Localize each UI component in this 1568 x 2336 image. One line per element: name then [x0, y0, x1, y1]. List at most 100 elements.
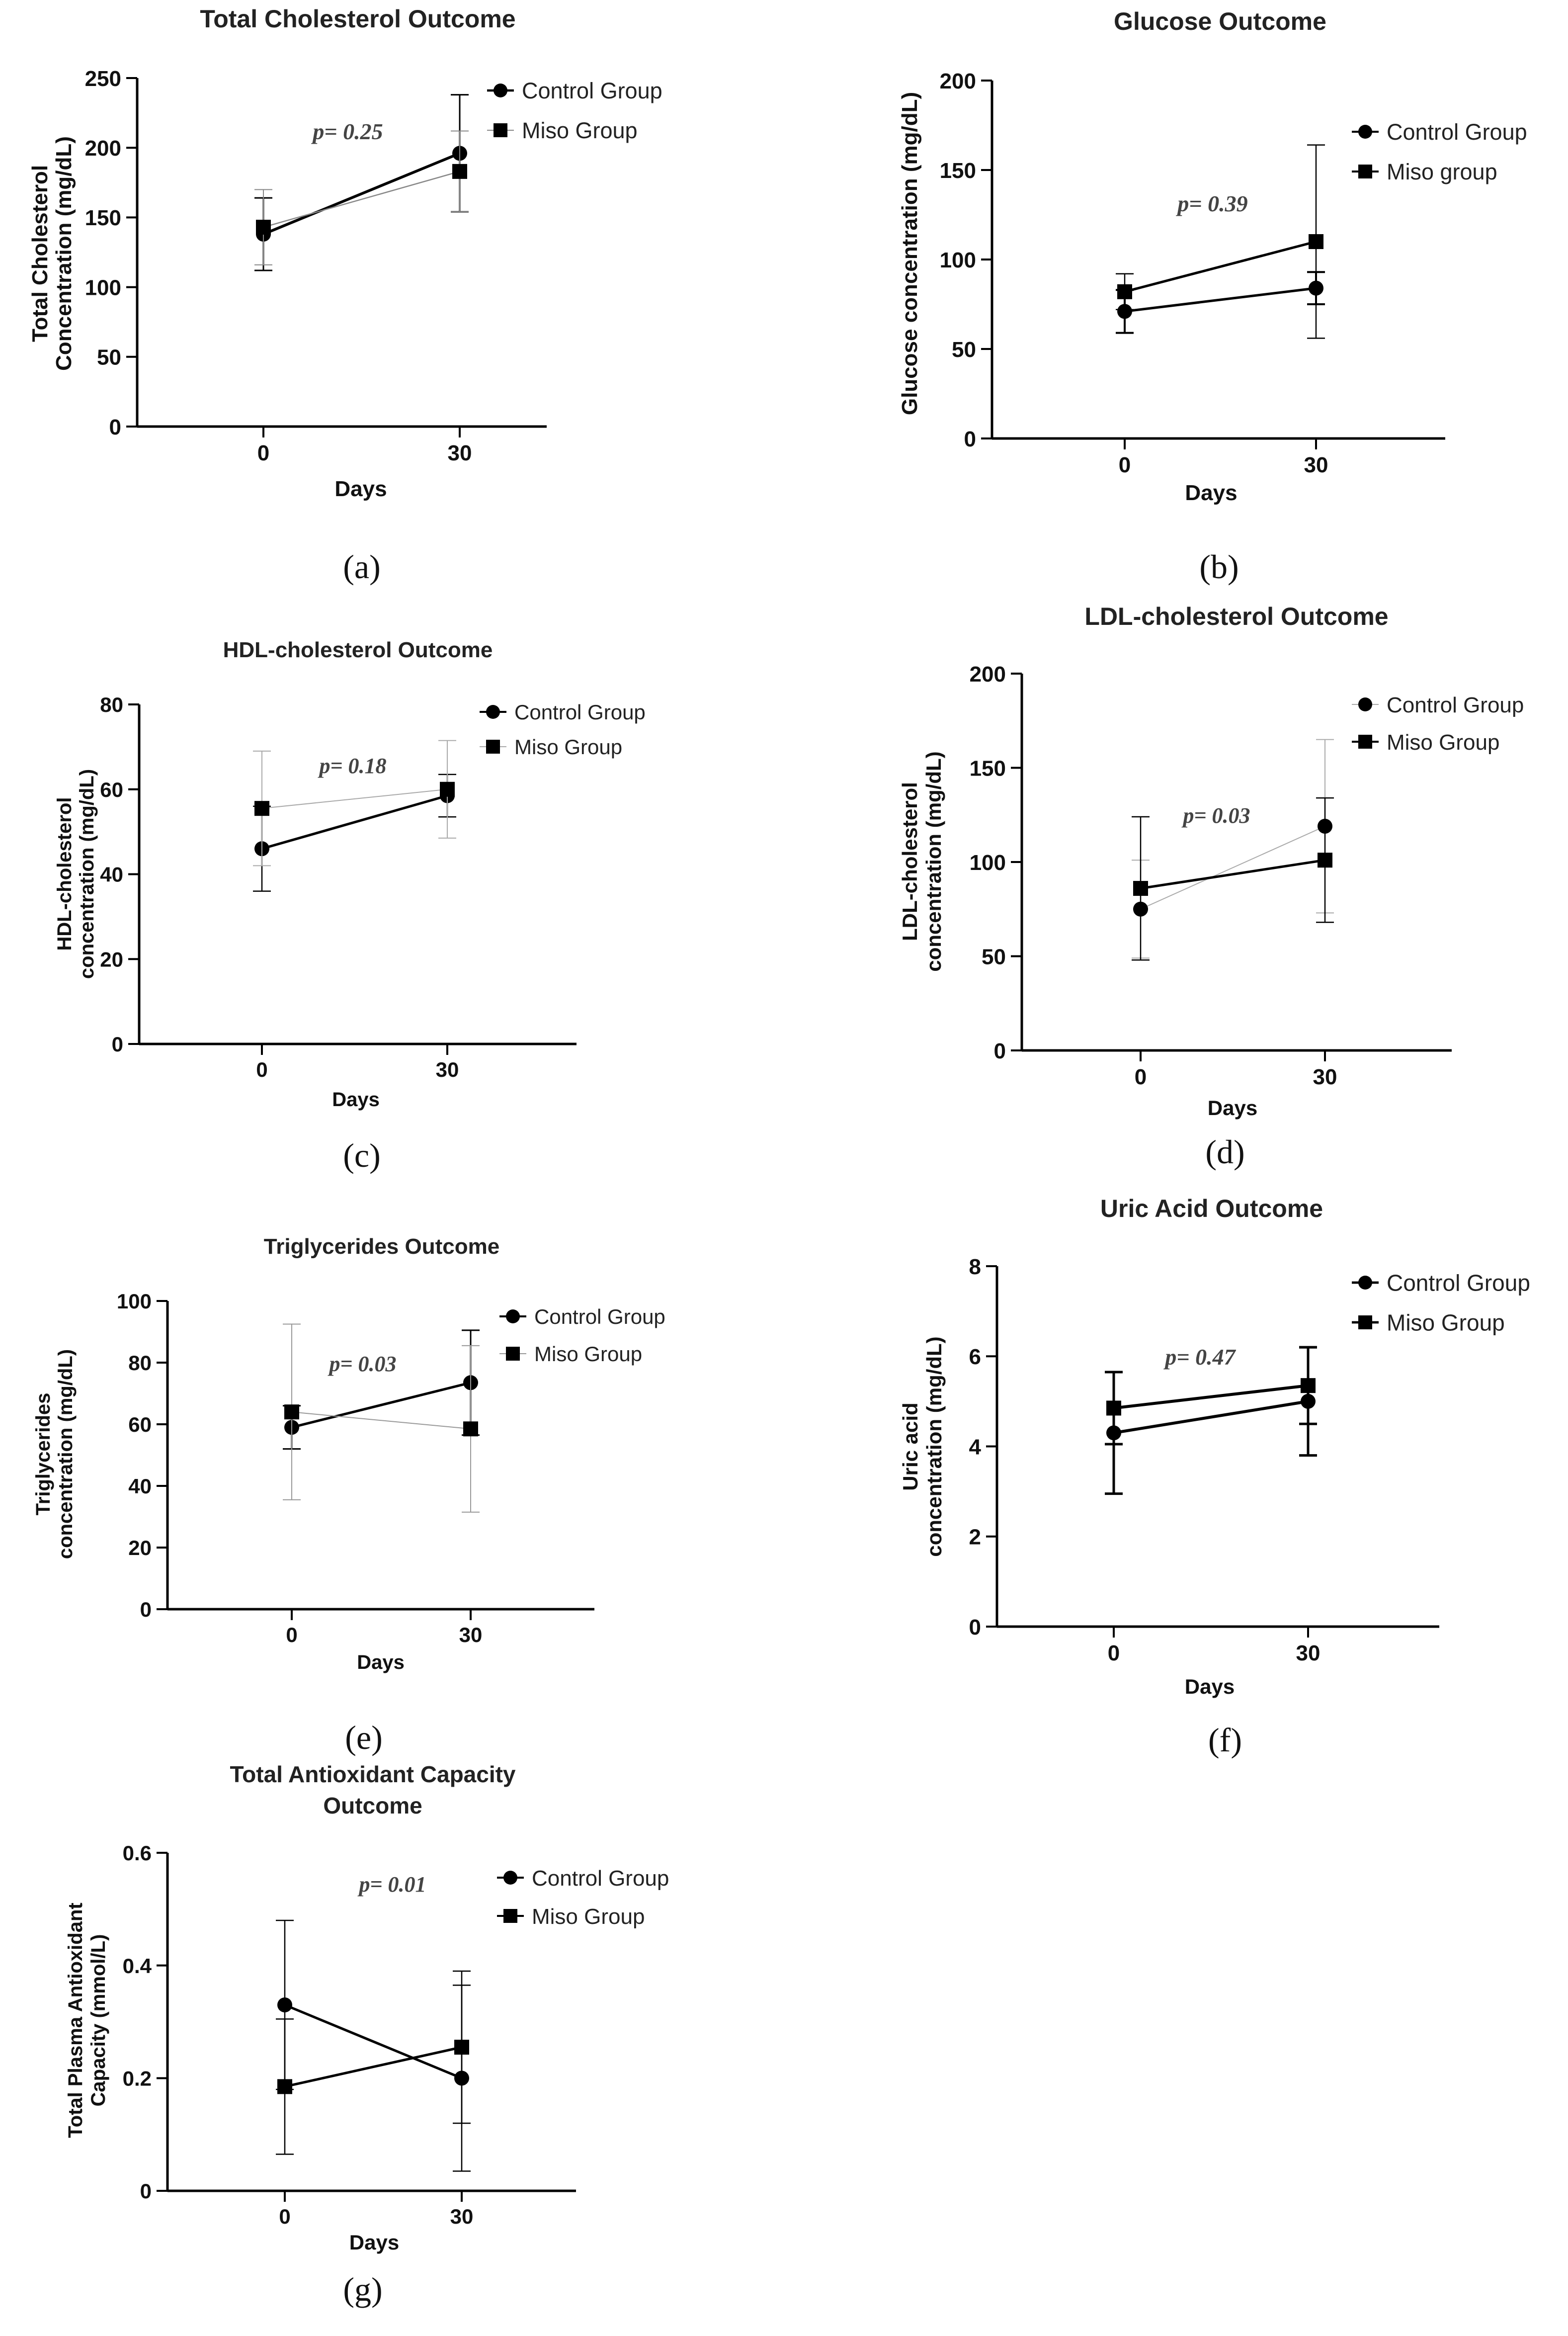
series-line: [263, 171, 460, 228]
legend-label: Control Group: [534, 1305, 665, 1328]
panel-label: (g): [343, 2270, 382, 2308]
x-tick-label: 0: [286, 1623, 297, 1646]
chart-title-line: Triglycerides Outcome: [264, 1234, 499, 1259]
y-tick-label: 150: [85, 206, 121, 230]
series-miso: [1116, 144, 1325, 339]
series-line: [1124, 287, 1317, 313]
series-line: [284, 2003, 462, 2079]
x-axis-label: Days: [1185, 1675, 1235, 1698]
legend-marker: [506, 1347, 520, 1361]
chart-panel-f: Uric Acid Outcome 0 2 4 6 8 0 30 Days Uric acidco…: [899, 1195, 1530, 1759]
x-tick-label: 30: [1313, 1065, 1337, 1089]
y-axis-label: LDL-cholesterolconcentration (mg/dL): [898, 751, 945, 971]
y-tick-label: 20: [100, 948, 123, 971]
y-axis-label-line: Uric acid: [899, 1402, 922, 1490]
data-point: [463, 1421, 478, 1437]
series-miso: [253, 740, 456, 866]
x-tick-label: 0: [1135, 1065, 1147, 1089]
y-tick-label: 100: [970, 851, 1006, 875]
legend-marker: [494, 84, 507, 97]
legend-label: Miso group: [1387, 159, 1497, 184]
chart-panel-c: HDL-cholesterol Outcome 0 20 40 60 80 0 30 Days H…: [54, 638, 646, 1174]
p-value-annotation: p= 0.03: [1181, 803, 1250, 828]
chart-title: Triglycerides Outcome: [264, 1234, 499, 1259]
legend-marker: [503, 1871, 517, 1885]
p-value-annotation: p= 0.01: [357, 1872, 426, 1897]
y-axis-label-line: concentration (mg/dL): [922, 1336, 946, 1557]
legend-label: Control Group: [1387, 1270, 1530, 1296]
y-tick-label: 4: [969, 1435, 982, 1459]
y-tick-label: 40: [100, 863, 123, 886]
legend-label: Miso Group: [522, 118, 638, 143]
x-tick-label: 30: [450, 2205, 474, 2228]
chart-title: Total Antioxidant Capacity Outcome: [230, 1761, 515, 1818]
p-value-annotation: p= 0.03: [327, 1352, 396, 1376]
y-tick-label: 100: [117, 1290, 152, 1313]
x-tick-label: 30: [1304, 453, 1328, 477]
series-line: [1140, 859, 1325, 890]
y-axis-label-line: concentration (mg/dL): [922, 751, 945, 971]
data-point: [452, 164, 467, 179]
y-tick-label: 150: [970, 756, 1006, 780]
y-axis-label-line: Capacity (mmol/L): [87, 1934, 109, 2107]
y-tick-label: 0: [112, 1033, 123, 1056]
series-miso: [254, 130, 469, 265]
chart-title: LDL-cholesterol Outcome: [1084, 603, 1388, 630]
p-value-annotation: p= 0.18: [317, 754, 386, 778]
y-tick-label: 0.2: [123, 2067, 152, 2090]
data-point: [277, 1997, 292, 2012]
y-tick-label: 20: [128, 1536, 152, 1559]
series-line: [1113, 1384, 1309, 1410]
y-tick-label: 60: [128, 1413, 152, 1436]
chart-panel-g: Total Antioxidant Capacity Outcome 0 0.2 0.4…: [65, 1761, 669, 2308]
legend-label: Control Group: [522, 78, 662, 103]
chart-title-line: LDL-cholesterol Outcome: [1084, 603, 1388, 630]
x-tick-label: 30: [459, 1623, 483, 1646]
x-axis-label: Days: [349, 2231, 399, 2254]
data-point: [1117, 284, 1132, 299]
y-tick-label: 50: [97, 346, 121, 370]
y-tick-label: 150: [940, 159, 976, 183]
legend-label: Control Group: [1387, 119, 1527, 145]
data-point: [454, 2040, 469, 2055]
series-line: [284, 2046, 462, 2088]
y-axis-label-line: Triglycerides: [32, 1393, 54, 1516]
series-line: [1124, 240, 1317, 293]
y-axis-label-line: Total Cholesterol: [28, 165, 52, 342]
y-tick-label: 200: [85, 136, 121, 161]
y-tick-label: 50: [952, 338, 976, 362]
y-tick-label: 100: [85, 275, 121, 300]
chart-title-line: Total Antioxidant Capacity: [230, 1761, 515, 1787]
series-line: [262, 152, 461, 236]
series-control: [1132, 739, 1334, 959]
y-axis-label: Uric acidconcentration (mg/dL): [899, 1336, 946, 1557]
series-miso: [283, 1323, 480, 1513]
x-axis-label: Days: [357, 1651, 405, 1673]
y-tick-label: 2: [969, 1525, 981, 1550]
legend-label: Control Group: [532, 1866, 669, 1891]
data-point: [277, 2079, 292, 2094]
legend-label: Miso Group: [514, 735, 622, 759]
y-axis-label: HDL-cholesterolconcentration (mg/dL): [54, 769, 98, 979]
data-point: [1117, 304, 1132, 319]
legend: Control Group Miso Group: [499, 1305, 665, 1366]
chart-title: Uric Acid Outcome: [1100, 1195, 1323, 1222]
y-axis-label: Total CholesterolConcentration (mg/dL): [28, 136, 76, 371]
x-tick-label: 30: [436, 1058, 459, 1081]
legend: Control Group Miso Group: [497, 1866, 669, 1929]
y-axis-label-line: Concentration (mg/dL): [52, 136, 76, 371]
y-tick-label: 0: [109, 415, 121, 439]
legend-marker: [486, 740, 500, 754]
data-point: [1106, 1400, 1121, 1416]
y-axis-label-line: LDL-cholesterol: [898, 782, 921, 941]
series-line: [1140, 826, 1325, 910]
legend-marker: [494, 123, 507, 137]
chart-title: Glucose Outcome: [1114, 7, 1326, 35]
chart-title-line: Outcome: [323, 1793, 422, 1818]
data-point: [284, 1404, 299, 1420]
y-axis-label: Triglyceridesconcentration (mg/dL): [32, 1349, 77, 1559]
chart-title: Total Cholesterol Outcome: [200, 5, 515, 33]
data-point: [1318, 853, 1332, 868]
chart-title-line: Uric Acid Outcome: [1100, 1195, 1323, 1222]
